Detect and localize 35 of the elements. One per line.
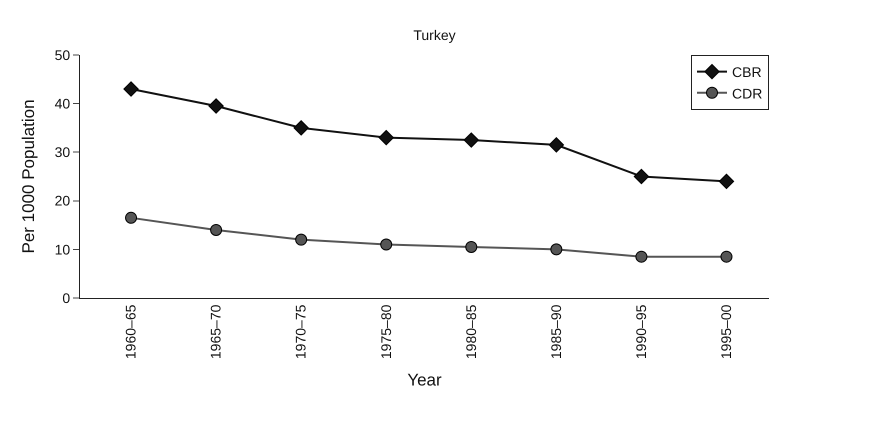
x-tick-label: 1975–80 — [378, 304, 394, 360]
y-tick-label: 40 — [54, 96, 70, 112]
y-tick-label: 50 — [54, 46, 70, 63]
point — [378, 130, 394, 146]
x-tick-label: 1995–00 — [718, 304, 734, 360]
legend-label: CBR — [732, 64, 762, 80]
y-tick-label: 20 — [54, 192, 70, 209]
point — [294, 120, 309, 136]
x-axis-title: Year — [407, 370, 442, 390]
point — [464, 132, 479, 148]
x-tick-label: 1960–65 — [122, 304, 139, 360]
point — [720, 250, 732, 263]
legend-label: CDR — [732, 85, 762, 102]
x-tick-label: 1970–75 — [292, 304, 309, 360]
point — [550, 243, 562, 256]
y-axis-title: Per 1000 Population — [19, 99, 38, 254]
y-tick-label: 0 — [62, 290, 70, 306]
point — [465, 240, 478, 253]
point — [125, 212, 138, 224]
point — [123, 81, 139, 97]
point — [548, 137, 564, 153]
chart-title: Turkey — [413, 26, 456, 43]
y-tick-label: 10 — [54, 241, 70, 258]
x-tick-label: 1990–95 — [632, 304, 649, 360]
point — [635, 250, 648, 263]
point — [210, 224, 222, 236]
x-tick-label: 1985–90 — [548, 304, 564, 360]
x-tick-label: 1980–85 — [462, 304, 479, 360]
point — [718, 174, 734, 190]
x-tick-label: 1965–70 — [208, 304, 224, 360]
y-tick-label: 30 — [54, 144, 70, 160]
point — [380, 238, 392, 251]
point — [634, 168, 650, 184]
point — [208, 98, 224, 114]
point — [295, 234, 308, 246]
